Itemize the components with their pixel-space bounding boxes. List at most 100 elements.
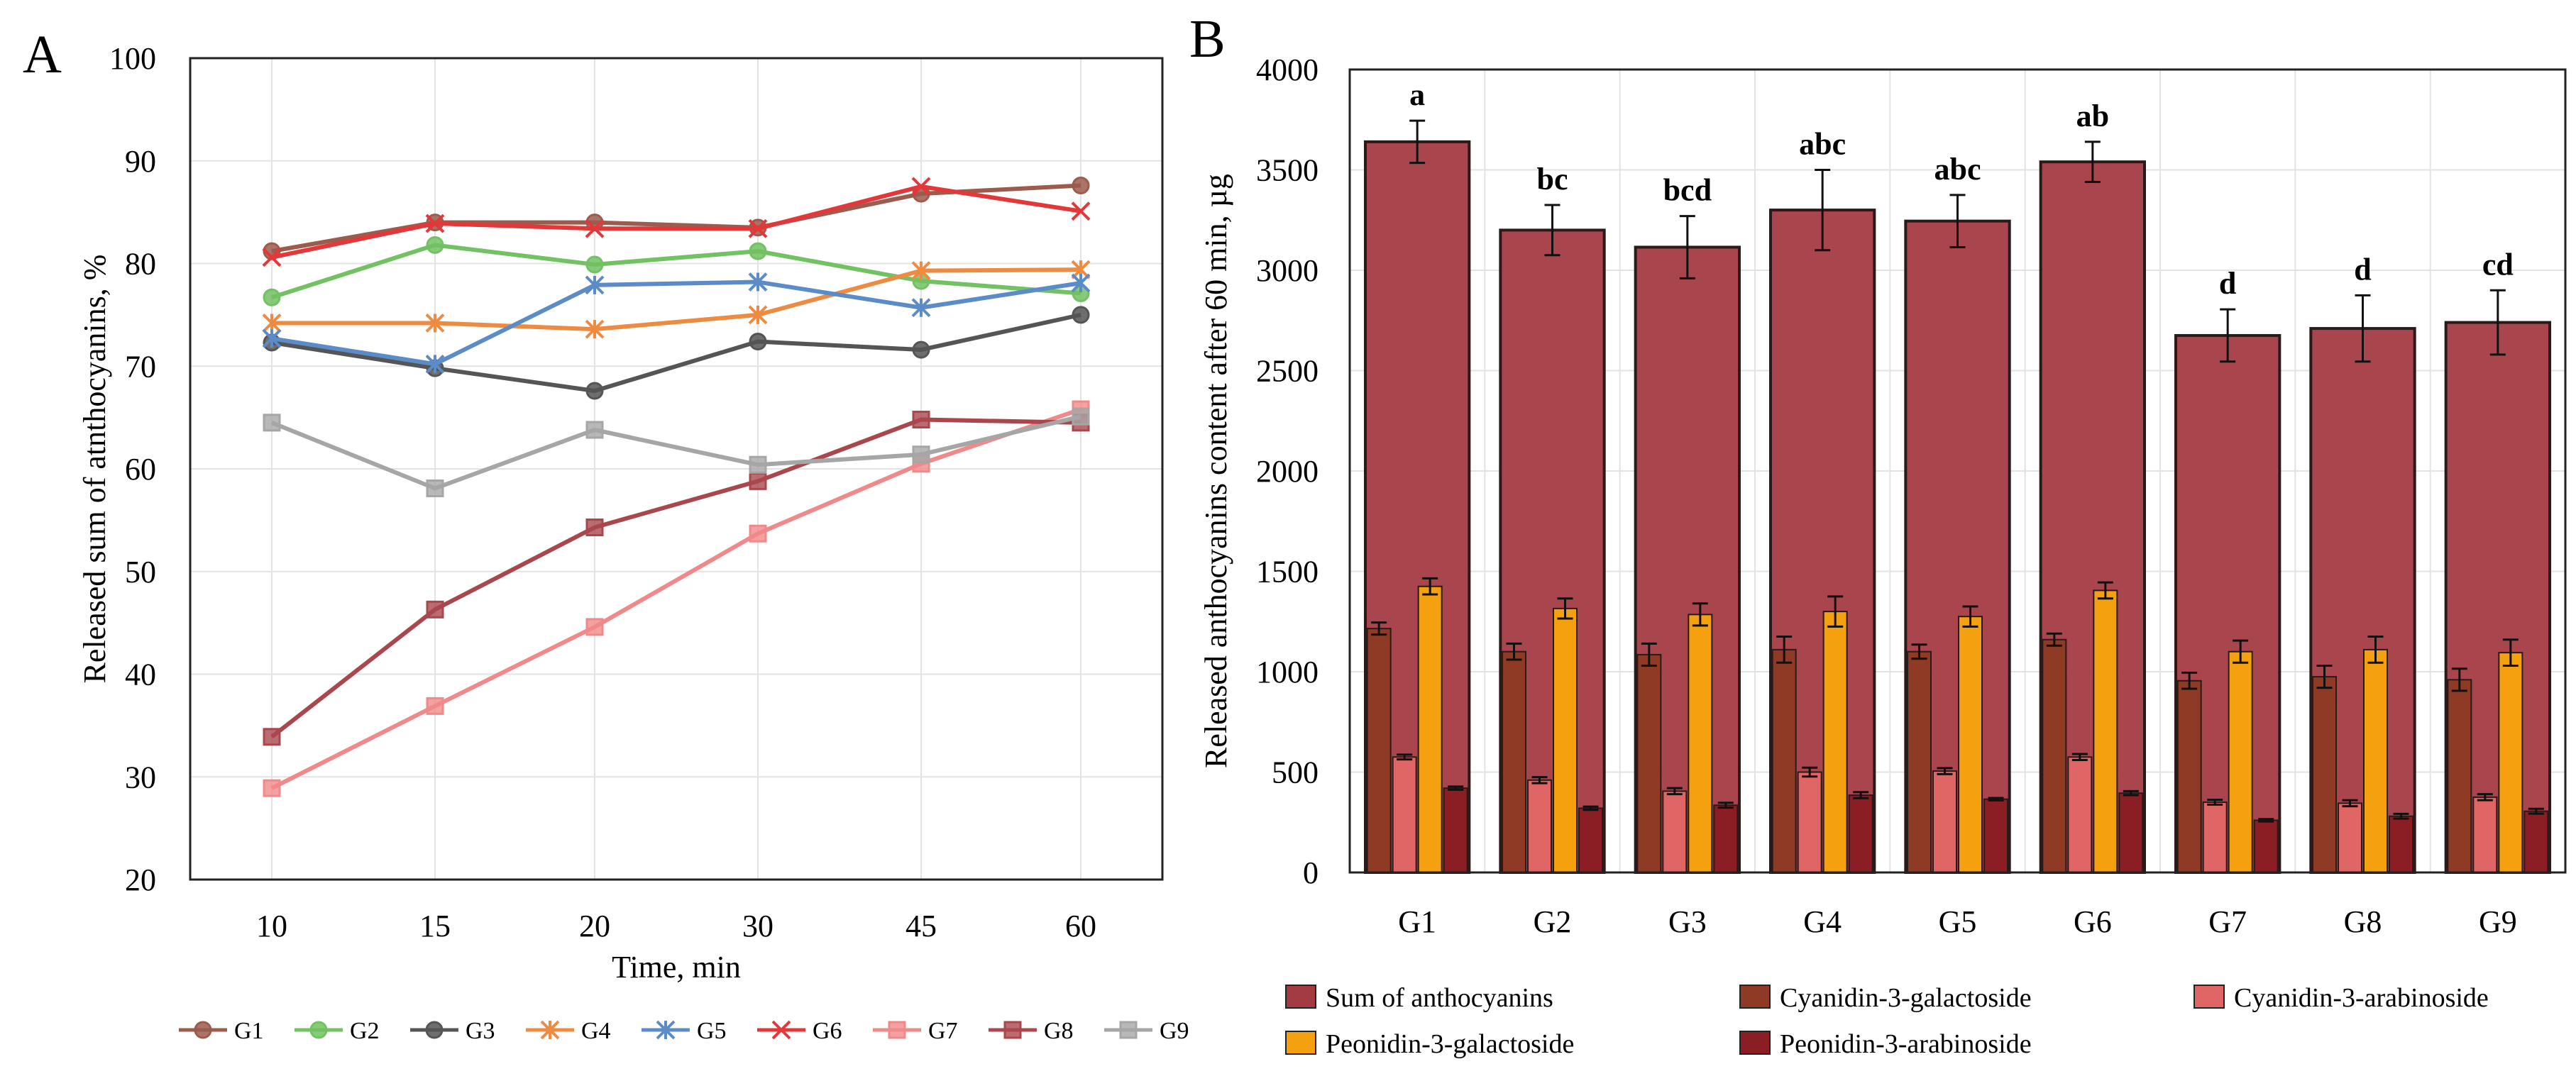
- point-g7: [263, 779, 281, 797]
- legend-label: G9: [1160, 1018, 1189, 1044]
- point-g2: [749, 242, 767, 260]
- legend-marker: [194, 1021, 212, 1039]
- bar-group-g1: a: [1364, 77, 1471, 874]
- panel-b-x-tick-label: G4: [1803, 904, 1842, 939]
- significance-letter: cd: [2482, 247, 2514, 282]
- point-g9: [1072, 407, 1090, 426]
- panel-a-legend: G1 G2 G3 G4 G5 G6 G7 G8 G9: [179, 1018, 1189, 1044]
- error-bar-cyanidin-3-arabinoside: [1397, 753, 1413, 761]
- error-bar-peonidin-3-arabinoside: [1448, 785, 1464, 791]
- panel-b-y-axis-title: Released anthocyanins content after 60 m…: [1199, 174, 1233, 768]
- error-bar-cyanidin-3-arabinoside: [2071, 753, 2088, 762]
- bar-cyanidin-3-arabinoside: [2067, 756, 2093, 874]
- panel-a-x-tick-label: 15: [419, 909, 451, 943]
- panel-b-x-tick-label: G5: [1939, 904, 1977, 939]
- legend-label: Peonidin-3-arabinoside: [1780, 1029, 2032, 1059]
- series-g8: [263, 411, 1090, 746]
- legend-item-cyanidin-3-arabinoside: Cyanidin-3-arabinoside: [2194, 983, 2489, 1013]
- panel-a-y-tick-label: 60: [125, 452, 156, 487]
- error-bar-cyanidin-3-arabinoside: [2477, 793, 2493, 802]
- panel-a-y-tick-label: 20: [125, 863, 156, 897]
- point-g2: [426, 235, 444, 254]
- panel-a-x-tick-label: 30: [742, 909, 774, 943]
- point-g6: [1071, 201, 1091, 221]
- point-g9: [912, 445, 930, 464]
- error-bar-peonidin-3-galactoside: [2097, 581, 2113, 600]
- error-bar-cyanidin-3-arabinoside: [2207, 799, 2223, 806]
- bar-cyanidin-3-galactoside: [2312, 676, 2337, 873]
- legend-item-g8: G8: [989, 1018, 1074, 1044]
- bar-peonidin-3-galactoside: [2093, 589, 2118, 873]
- panel-a-x-tick-label: 45: [906, 909, 937, 943]
- significance-letter: bc: [1537, 162, 1568, 196]
- panel-a-y-tick-label: 40: [125, 658, 156, 692]
- line-g5: [271, 279, 1081, 367]
- point-g4: [262, 314, 282, 333]
- error-bar-sum-of-anthocyanins: [2084, 140, 2101, 183]
- panel-b-y-tick-label: 0: [1303, 855, 1319, 890]
- error-bar-cyanidin-3-galactoside: [1776, 635, 1793, 664]
- series-g4: [262, 260, 1091, 339]
- panel-b-y-tick-label: 3500: [1256, 153, 1319, 188]
- legend-label: G4: [581, 1018, 611, 1044]
- panel-a: A 20 30 40 50 60 70 80 90 100 10 15 20 30 45 60 Time,…: [23, 25, 1189, 1044]
- panel-b-x-tick-label: G6: [2074, 904, 2112, 939]
- series-g5: [262, 272, 1091, 374]
- bar-peonidin-3-galactoside: [2498, 652, 2523, 873]
- error-bar-cyanidin-3-galactoside: [2451, 667, 2467, 692]
- error-bar-peonidin-3-galactoside: [1557, 597, 1573, 620]
- error-bar-cyanidin-3-galactoside: [2181, 671, 2198, 690]
- panel-b-x-tick-label: G7: [2208, 904, 2247, 939]
- panel-b-x-tick-label: G3: [1668, 904, 1707, 939]
- bar-cyanidin-3-arabinoside: [1392, 756, 1417, 874]
- point-g3: [912, 340, 930, 359]
- legend-marker: [771, 1020, 791, 1040]
- legend-swatch: [1739, 1031, 1771, 1055]
- bar-peonidin-3-arabinoside: [2389, 815, 2413, 874]
- error-bar-peonidin-3-arabinoside: [1583, 805, 1599, 811]
- bar-peonidin-3-galactoside: [1822, 611, 1848, 873]
- legend-label: G6: [813, 1018, 842, 1044]
- bar-cyanidin-3-arabinoside: [1932, 770, 1957, 873]
- point-g6: [425, 214, 445, 233]
- error-bar-cyanidin-3-arabinoside: [1937, 767, 1953, 775]
- panel-a-x-tick-label: 20: [579, 909, 610, 943]
- legend-item-g3: G3: [410, 1018, 495, 1044]
- error-bar-peonidin-3-arabinoside: [1717, 802, 1734, 809]
- legend-swatch: [2194, 985, 2225, 1009]
- point-g2: [263, 288, 281, 306]
- legend-label: G5: [697, 1018, 727, 1044]
- point-g7: [585, 618, 604, 636]
- bar-peonidin-3-galactoside: [2228, 650, 2253, 873]
- panel-a-x-tick-label: 60: [1065, 909, 1096, 943]
- legend-marker: [425, 1021, 444, 1039]
- panel-b-x-tick-label: G2: [1534, 904, 1572, 939]
- significance-letter: abc: [1799, 127, 1846, 162]
- bar-cyanidin-3-arabinoside: [2338, 802, 2362, 873]
- bar-peonidin-3-arabinoside: [2253, 819, 2279, 874]
- point-g5: [1071, 273, 1091, 293]
- error-bar-peonidin-3-arabinoside: [2258, 818, 2274, 823]
- point-g9: [749, 455, 767, 474]
- error-bar-peonidin-3-arabinoside: [1988, 797, 2004, 802]
- series-g3: [263, 306, 1090, 400]
- line-g7: [270, 407, 1081, 790]
- point-g6: [748, 218, 768, 238]
- error-bar-peonidin-3-galactoside: [1692, 602, 1708, 627]
- legend-item-sum-of-anthocyanins: Sum of anthocyanins: [1285, 983, 1553, 1013]
- error-bar-cyanidin-3-galactoside: [1506, 642, 1522, 661]
- panel-a-y-tick-label: 80: [125, 247, 156, 282]
- bar-peonidin-3-galactoside: [1553, 607, 1578, 873]
- panel-a-y-axis-title: Released sum of atnthocyanins, %: [77, 255, 112, 684]
- legend-item-g9: G9: [1104, 1018, 1189, 1044]
- bar-cyanidin-3-galactoside: [1366, 628, 1392, 874]
- error-bar-cyanidin-3-arabinoside: [1531, 776, 1548, 785]
- bar-peonidin-3-arabinoside: [1578, 807, 1603, 873]
- error-bar-peonidin-3-arabinoside: [1853, 791, 1869, 799]
- line-g3: [271, 312, 1081, 393]
- panel-a-y-tick-label: 50: [125, 555, 156, 589]
- bar-cyanidin-3-arabinoside: [1527, 779, 1552, 873]
